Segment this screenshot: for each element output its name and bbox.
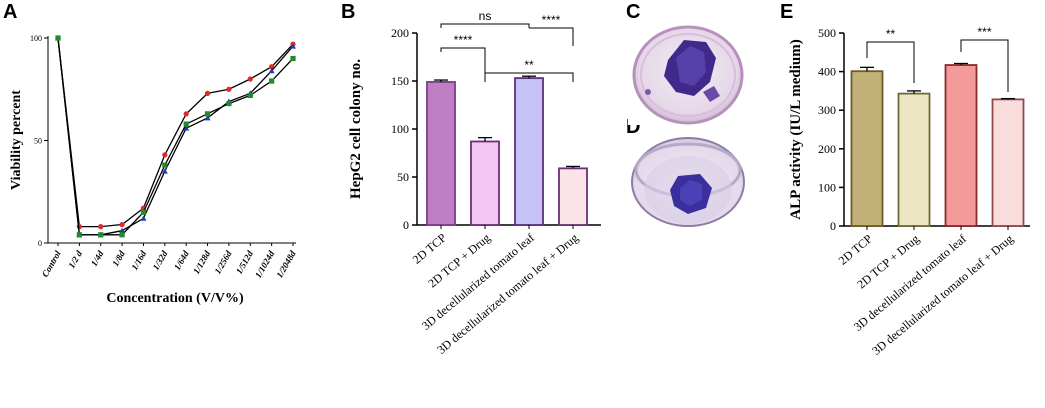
b-bar bbox=[426, 81, 456, 226]
b-sig-label: ns bbox=[479, 9, 492, 23]
a-point bbox=[183, 121, 189, 127]
e-bar bbox=[991, 98, 1025, 227]
photo-c-dish bbox=[628, 25, 748, 125]
e-y-tick-label: 400 bbox=[818, 65, 836, 79]
a-point bbox=[183, 125, 190, 131]
photo-d-dish bbox=[628, 135, 748, 230]
a-x-tick-label: 1/256d bbox=[212, 249, 233, 276]
e-sig-bracket bbox=[960, 39, 1009, 92]
e-sig-bracket bbox=[866, 41, 915, 83]
a-point bbox=[119, 221, 125, 228]
b-sig-bracket bbox=[484, 72, 574, 82]
a-point bbox=[290, 55, 296, 62]
a-point bbox=[268, 67, 275, 74]
e-y-tick-label: 100 bbox=[818, 180, 836, 194]
e-x-tick-label: 2D TCP bbox=[836, 231, 875, 267]
a-point bbox=[247, 76, 253, 82]
a-point bbox=[98, 232, 104, 238]
a-point bbox=[247, 92, 253, 98]
a-x-tick-label: 1/4d bbox=[89, 249, 106, 268]
e-y-tick-label: 300 bbox=[818, 103, 836, 117]
a-x-tick-label: 1/2 d bbox=[66, 249, 84, 270]
b-y-axis-title: HepG2 cell colony no. bbox=[348, 59, 364, 199]
e-y-tick-label: 500 bbox=[818, 26, 836, 40]
b-sig-bracket bbox=[529, 27, 574, 46]
a-point bbox=[162, 162, 168, 168]
b-sig-label: **** bbox=[542, 13, 561, 27]
e-bar bbox=[897, 92, 931, 227]
a-y-tick-label: 100 bbox=[30, 34, 42, 43]
a-x-axis-title: Concentration (V/V%) bbox=[106, 291, 244, 306]
a-x-tick-label: 1/16d bbox=[129, 249, 148, 272]
a-point bbox=[269, 64, 275, 70]
a-point bbox=[204, 90, 211, 96]
a-point bbox=[98, 224, 104, 230]
e-bar bbox=[850, 70, 884, 227]
a-x-tick-label: 1/64d bbox=[172, 249, 191, 272]
a-x-tick-label: 1/128d bbox=[191, 249, 212, 276]
b-y-tick-label: 50 bbox=[397, 170, 409, 184]
b-bar bbox=[514, 77, 544, 226]
b-bar bbox=[470, 140, 500, 226]
a-point bbox=[55, 35, 61, 41]
a-x-tick-label: 1/512d bbox=[234, 249, 255, 276]
b-bar bbox=[558, 167, 588, 226]
panel-letter-e: E bbox=[780, 1, 793, 23]
a-y-tick-label: 50 bbox=[34, 137, 42, 146]
e-sig-label: *** bbox=[977, 25, 991, 39]
a-x-tick-label: 1/32d bbox=[151, 249, 170, 272]
a-point bbox=[162, 152, 168, 158]
a-point bbox=[226, 86, 232, 92]
b-sig-label: **** bbox=[454, 33, 473, 47]
a-point bbox=[204, 114, 211, 121]
b-sig-bracket bbox=[440, 23, 530, 28]
a-series-line bbox=[57, 37, 294, 228]
a-series-line bbox=[57, 37, 294, 236]
a-point bbox=[119, 227, 126, 234]
e-y-tick-label: 0 bbox=[830, 219, 836, 233]
b-sig-label: ** bbox=[524, 58, 534, 72]
a-series-line bbox=[57, 37, 294, 236]
panel-letter-a: A bbox=[3, 1, 17, 23]
a-point bbox=[140, 209, 147, 215]
b-sig-bracket bbox=[440, 47, 486, 82]
a-point bbox=[269, 78, 275, 84]
chart-a-viability: 0 50 100 Control 1/2 d 1/4d 1/8d 1/16d 1/32d 1/64… bbox=[9, 34, 298, 306]
e-y-axis-title: ALP activity (IU/L medium) bbox=[788, 39, 804, 219]
a-point bbox=[226, 101, 232, 107]
a-x-tick-label: Control bbox=[40, 249, 63, 279]
b-y-tick-label: 0 bbox=[403, 218, 409, 232]
a-point bbox=[76, 224, 82, 230]
a-point bbox=[290, 43, 296, 49]
e-y-tick-label: 200 bbox=[818, 142, 836, 156]
b-y-tick-label: 150 bbox=[391, 74, 409, 88]
a-x-tick-label: 1/2048d bbox=[274, 249, 298, 280]
a-x-tick-label: 1/8d bbox=[110, 249, 127, 268]
panel-letter-b: B bbox=[341, 1, 355, 23]
panel-letter-c: C bbox=[626, 1, 640, 23]
e-bar bbox=[944, 64, 978, 227]
a-point bbox=[204, 111, 211, 117]
a-point bbox=[140, 215, 147, 221]
a-point bbox=[161, 168, 168, 174]
a-y-tick-label: 0 bbox=[38, 239, 42, 248]
a-point bbox=[76, 232, 82, 238]
a-point bbox=[183, 111, 189, 117]
a-y-axis-title: Viability percent bbox=[9, 90, 24, 190]
e-sig-label: ** bbox=[886, 27, 896, 41]
b-y-tick-label: 200 bbox=[391, 26, 409, 40]
a-point bbox=[119, 232, 125, 238]
b-x-tick-label: 2D TCP bbox=[410, 230, 449, 266]
b-y-tick-label: 100 bbox=[391, 122, 409, 136]
